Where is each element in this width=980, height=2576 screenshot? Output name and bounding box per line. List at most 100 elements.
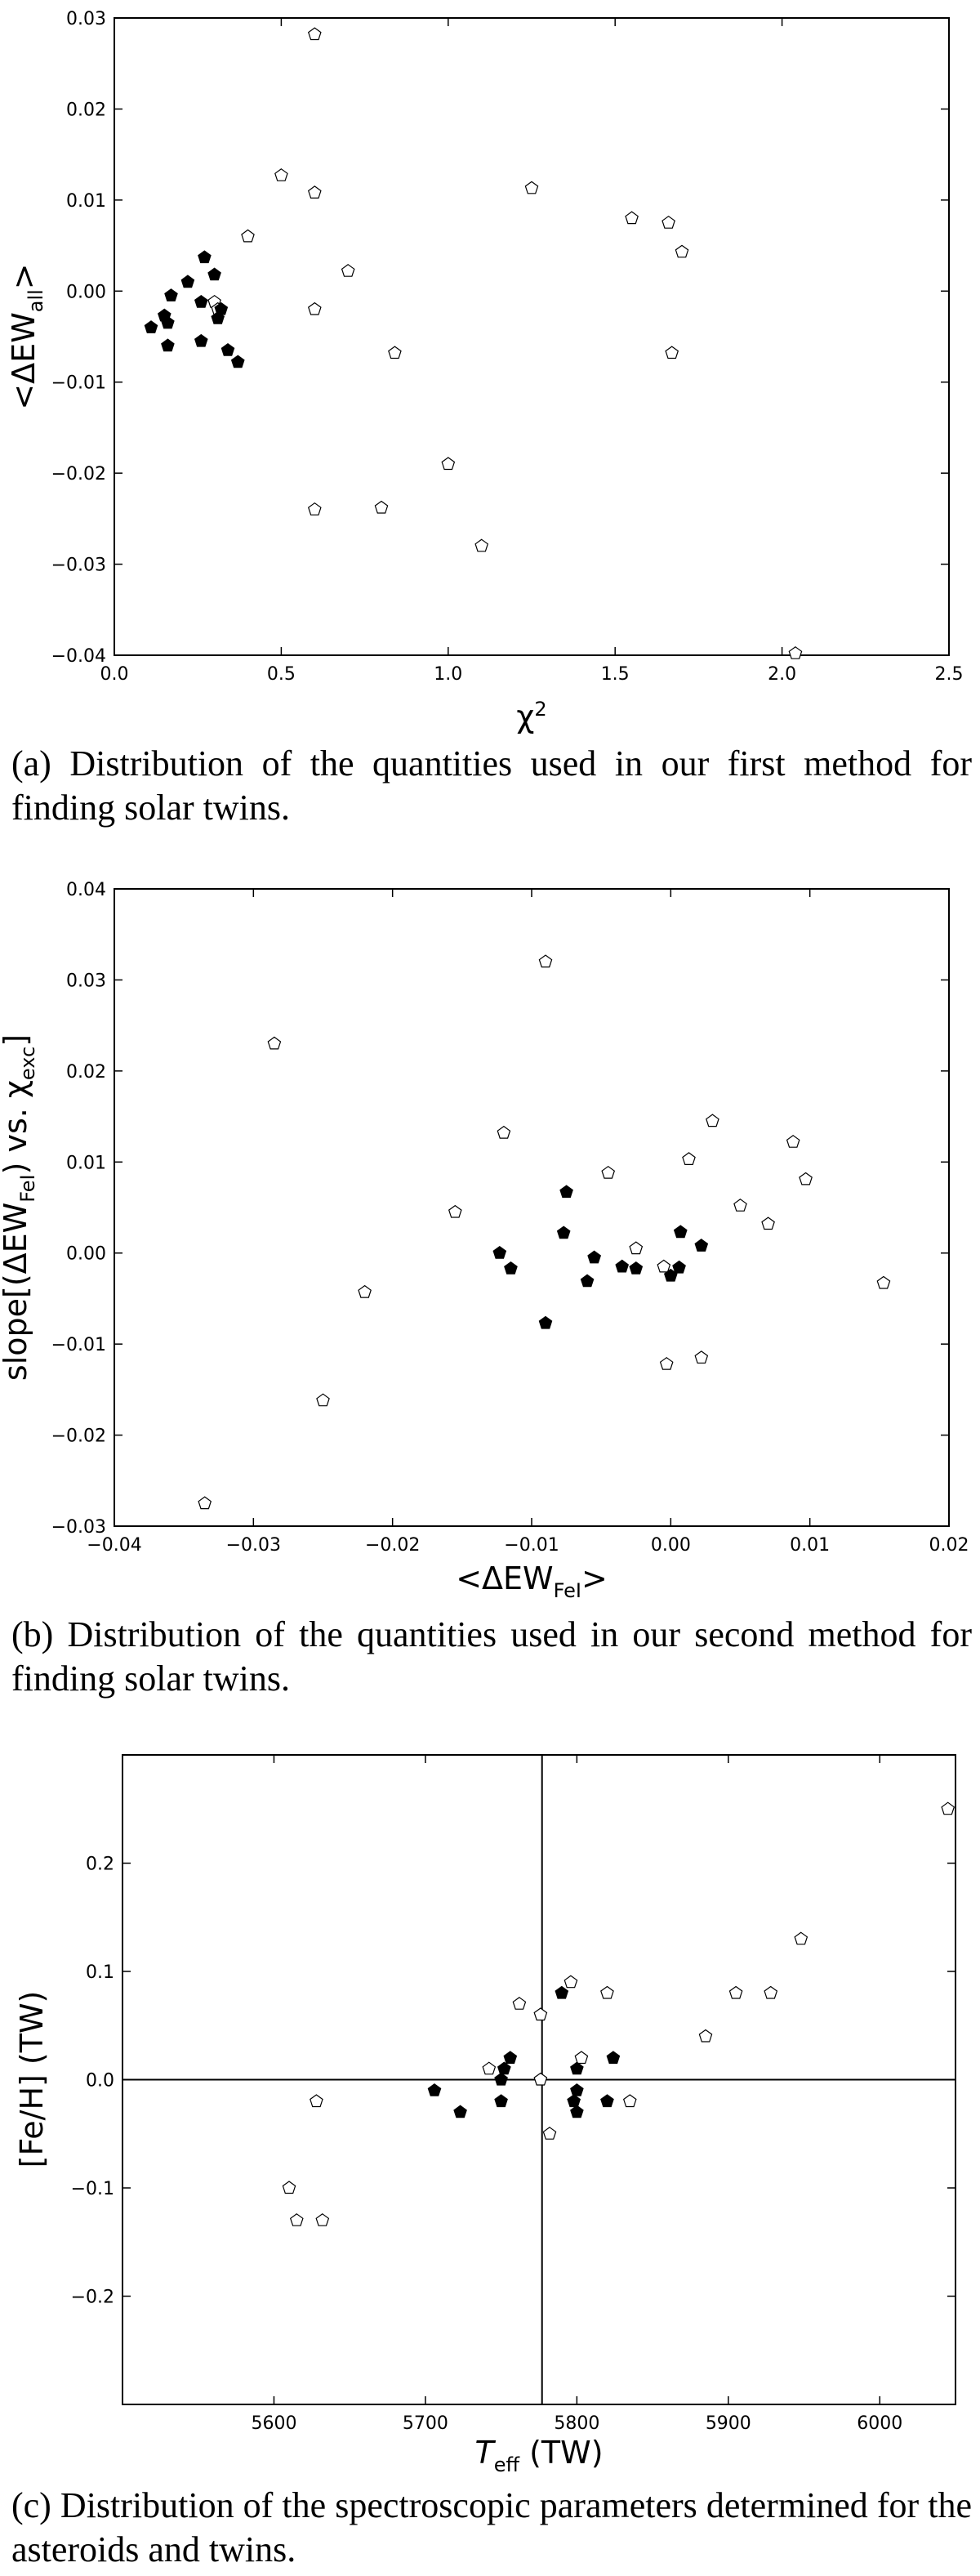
x-tick-label: 0.5 bbox=[267, 664, 296, 685]
caption-b: (b) Distribution of the quantities used … bbox=[11, 1614, 972, 1699]
x-tick-label: 5600 bbox=[251, 2413, 296, 2434]
data-point-open bbox=[441, 457, 456, 471]
y-tick-label: −0.2 bbox=[71, 2288, 114, 2308]
y-tick-label: −0.02 bbox=[51, 1426, 106, 1447]
data-point-filled bbox=[230, 355, 245, 368]
data-point-filled bbox=[453, 2105, 467, 2118]
y-tick-label: 0.0 bbox=[86, 2071, 114, 2092]
data-point-open bbox=[474, 538, 489, 552]
x-tick-label: 2.5 bbox=[935, 664, 964, 685]
x-tick-label: 6000 bbox=[857, 2413, 902, 2434]
data-point-open bbox=[622, 2094, 637, 2108]
data-point-filled bbox=[606, 2051, 621, 2065]
data-point-filled bbox=[556, 1225, 571, 1239]
data-point-filled bbox=[207, 267, 221, 281]
y-axis-label: slope[(ΔEWFeI) vs. χexc] bbox=[0, 1034, 39, 1381]
data-point-open bbox=[941, 1801, 956, 1815]
data-point-open bbox=[625, 211, 639, 225]
data-point-filled bbox=[180, 275, 195, 288]
data-point-open bbox=[564, 1975, 578, 1989]
y-tick-label: −0.03 bbox=[51, 556, 106, 576]
data-point-filled bbox=[504, 1261, 518, 1275]
data-point-open bbox=[316, 1393, 330, 1407]
data-point-open bbox=[241, 229, 255, 243]
data-point-filled bbox=[570, 2105, 584, 2118]
data-point-open bbox=[388, 346, 402, 359]
data-point-filled bbox=[211, 310, 225, 324]
y-tick-label: 0.01 bbox=[66, 191, 106, 212]
y-tick-label: 0.1 bbox=[86, 1962, 114, 1983]
data-point-open bbox=[786, 1135, 800, 1148]
data-point-open bbox=[282, 2181, 296, 2194]
data-point-open bbox=[706, 1114, 719, 1127]
data-point-filled bbox=[615, 1259, 630, 1273]
data-point-open bbox=[310, 2094, 323, 2108]
x-tick-label: 2.0 bbox=[768, 664, 796, 685]
data-point-filled bbox=[587, 1250, 602, 1264]
data-point-filled bbox=[570, 2083, 584, 2096]
data-point-filled bbox=[198, 250, 212, 264]
y-tick-label: 0.01 bbox=[66, 1153, 106, 1173]
x-tick-label: 0.0 bbox=[100, 664, 129, 685]
y-tick-label: 0.00 bbox=[66, 1244, 106, 1265]
data-point-filled bbox=[194, 333, 208, 347]
data-point-open bbox=[662, 215, 675, 229]
data-point-filled bbox=[503, 2051, 518, 2065]
plot-frame bbox=[114, 17, 950, 656]
data-point-open bbox=[665, 346, 679, 359]
data-point-open bbox=[761, 1217, 775, 1230]
data-point-open bbox=[267, 1036, 282, 1050]
y-tick-label: 0.03 bbox=[66, 9, 106, 29]
data-point-filled bbox=[570, 2061, 584, 2075]
chart-panel-a: χ2 <ΔEWall> 0.0 0.5 1.0 1.5 2.0 2.5 −0.04 −0.03… bbox=[0, 0, 980, 735]
data-point-open bbox=[524, 181, 539, 194]
y-axis-label: [Fe/H] (TW) bbox=[14, 1991, 50, 2168]
data-point-open bbox=[512, 1997, 527, 2010]
y-tick-label: −0.01 bbox=[51, 1335, 106, 1355]
data-point-filled bbox=[555, 1985, 569, 1999]
x-tick-label: 1.0 bbox=[434, 664, 462, 685]
data-point-open bbox=[341, 264, 355, 277]
data-point-filled bbox=[220, 342, 235, 356]
x-tick-label: −0.02 bbox=[365, 1535, 420, 1556]
data-point-filled bbox=[672, 1260, 686, 1274]
x-tick-label: −0.01 bbox=[504, 1535, 559, 1556]
data-point-filled bbox=[492, 1245, 507, 1259]
data-point-open bbox=[358, 1284, 372, 1298]
data-point-filled bbox=[559, 1185, 573, 1199]
data-point-open bbox=[876, 1275, 891, 1289]
data-point-open bbox=[533, 2072, 548, 2086]
data-point-open bbox=[601, 1165, 616, 1179]
data-point-filled bbox=[567, 2094, 581, 2108]
data-point-filled bbox=[161, 315, 175, 329]
data-point-open bbox=[733, 1199, 747, 1212]
data-point-open bbox=[289, 2213, 304, 2226]
x-tick-label: 5700 bbox=[403, 2413, 448, 2434]
x-tick-label: 5800 bbox=[554, 2413, 599, 2434]
y-tick-label: −0.01 bbox=[51, 373, 106, 394]
x-tick-label: 0.02 bbox=[929, 1535, 969, 1556]
data-point-open bbox=[682, 1152, 696, 1165]
data-point-open bbox=[600, 1985, 614, 1999]
data-point-open bbox=[315, 2213, 330, 2226]
caption-a: (a) Distribution of the quantities used … bbox=[11, 743, 972, 828]
y-tick-label: 0.02 bbox=[66, 100, 106, 120]
y-axis-label: <ΔEWall> bbox=[6, 263, 47, 409]
x-axis-label: χ2 bbox=[516, 698, 546, 734]
chart-b-svg: <ΔEWFeI> slope[(ΔEWFeI) vs. χexc] −0.04−… bbox=[0, 880, 969, 1602]
data-point-open bbox=[307, 185, 322, 199]
data-point-open bbox=[482, 2061, 497, 2075]
y-tick-label: 0.04 bbox=[66, 880, 106, 900]
x-tick-label: 0.00 bbox=[651, 1535, 691, 1556]
data-point-open bbox=[629, 1241, 644, 1255]
data-point-open bbox=[728, 1985, 743, 1999]
data-point-open bbox=[198, 1496, 212, 1510]
plot-frame bbox=[114, 888, 950, 1527]
x-tick-label: −0.03 bbox=[226, 1535, 281, 1556]
chart-panel-c: Teff (TW) [Fe/H] (TW) 5600 5700 5800 5900 60… bbox=[0, 1740, 980, 2476]
x-tick-label: 0.01 bbox=[790, 1535, 830, 1556]
data-point-open bbox=[694, 1351, 709, 1364]
x-tick-label: 1.5 bbox=[601, 664, 630, 685]
data-point-filled bbox=[673, 1225, 688, 1239]
data-point-open bbox=[675, 244, 689, 258]
